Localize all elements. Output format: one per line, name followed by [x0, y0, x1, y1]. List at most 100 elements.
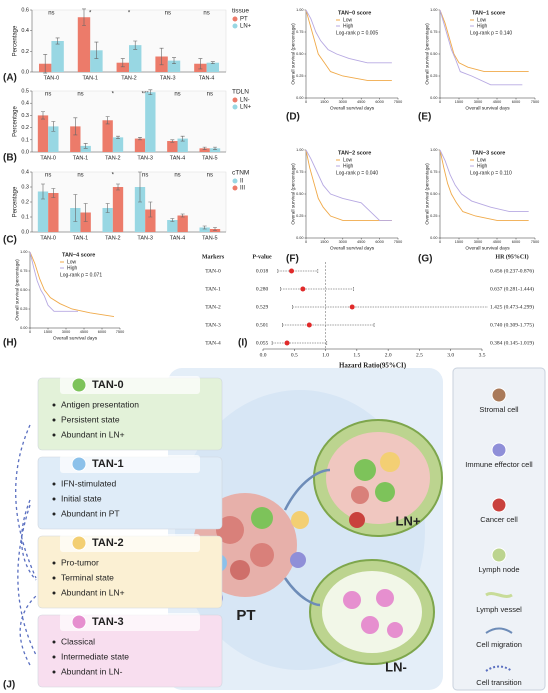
- y-tick-label: 1.00: [430, 148, 437, 152]
- survival-curve: [29, 251, 115, 318]
- significance-label: *: [128, 11, 131, 17]
- site-label: LN+: [396, 513, 421, 528]
- x-tick-label: 3000: [339, 240, 347, 244]
- x-tick-label: 2.0: [385, 352, 392, 358]
- column-header: P-value: [252, 254, 272, 260]
- error-bar: [40, 111, 45, 120]
- state-bullet: IFN-stimulated: [61, 478, 117, 488]
- bar: [70, 126, 81, 152]
- error-bar: [210, 61, 215, 65]
- bar: [167, 141, 178, 152]
- bar: [167, 220, 178, 232]
- x-tick-label: 7500: [531, 240, 539, 244]
- marker-label: TAN-1: [205, 286, 221, 292]
- y-tick-label: 0.00: [430, 236, 437, 240]
- y-axis-label: Overall survival (percentage): [14, 259, 20, 321]
- legend-label: Low: [477, 17, 487, 23]
- error-bar: [202, 146, 207, 150]
- x-tick-label: 3000: [339, 100, 347, 104]
- state-header: [60, 455, 200, 473]
- bar: [167, 60, 181, 72]
- survival-curve: [305, 149, 392, 221]
- transition-arrow: [21, 499, 37, 581]
- x-axis-label: Overall survival days: [53, 335, 98, 341]
- x-tick-label: 4500: [80, 330, 88, 334]
- significance-label: ns: [77, 92, 83, 98]
- panel-label: (D): [286, 112, 300, 123]
- state-bullet: Intermediate state: [61, 651, 129, 661]
- error-bar: [40, 183, 45, 200]
- migration-arrow: [283, 468, 331, 511]
- x-tick-label: 4500: [357, 240, 365, 244]
- survival-curve: [439, 9, 529, 73]
- migration-arrow: [283, 577, 321, 607]
- state-bullet: Terminal state: [61, 572, 114, 582]
- legend-label: Lymph node: [478, 565, 519, 574]
- x-tick-label: 0: [439, 240, 441, 244]
- error-bar: [105, 116, 110, 125]
- x-tick-label: 2.5: [416, 352, 423, 358]
- x-tick-label: TAN-2: [121, 75, 136, 81]
- legend-icon: [491, 442, 507, 458]
- x-tick-label: 4500: [357, 100, 365, 104]
- x-tick-label: 7500: [394, 240, 402, 244]
- panel-label: (B): [3, 153, 17, 164]
- significance-label: ns: [77, 173, 83, 179]
- bar: [48, 126, 59, 152]
- bar: [112, 187, 124, 232]
- x-tick-label: 1500: [44, 330, 52, 334]
- legend-label: II: [240, 179, 244, 185]
- state-bullet: Abundant in LN+: [61, 587, 125, 597]
- panel-label: (J): [3, 680, 15, 691]
- confidence-interval: [280, 287, 354, 291]
- significance-label: ns: [142, 173, 148, 179]
- state-header: [60, 376, 200, 394]
- legend-label: Low: [343, 17, 353, 23]
- y-axis-label: Overall survival (percentage): [424, 163, 430, 225]
- panel-label: (I): [238, 338, 247, 349]
- error-bar: [170, 218, 175, 222]
- bar: [134, 138, 146, 152]
- x-axis-label: Overall survival days: [330, 245, 375, 251]
- chart-title: TAN−3 score: [472, 150, 505, 156]
- transition-arrow: [17, 504, 37, 656]
- bar: [80, 145, 91, 152]
- state-icon: [71, 535, 87, 551]
- legend-label: High: [343, 23, 354, 29]
- significance-label: ns: [174, 92, 180, 98]
- y-tick-label: 0.4: [21, 28, 29, 34]
- site-label: PT: [236, 607, 255, 624]
- x-tick-label: 0.5: [291, 352, 298, 358]
- bar: [77, 17, 91, 72]
- y-tick-label: 0.25: [20, 307, 27, 311]
- y-tick-label: 0.75: [430, 170, 437, 174]
- hazard-ratio-point: [289, 268, 295, 274]
- bar: [102, 120, 113, 152]
- error-bar: [116, 135, 121, 139]
- y-tick-label: 0.1: [21, 214, 29, 220]
- legend-label: Low: [67, 259, 77, 265]
- significance-label: ns: [207, 92, 213, 98]
- x-tick-label: 0: [305, 100, 307, 104]
- legend-swatch: [232, 16, 238, 22]
- y-axis-label: Overall survival (percentage): [424, 23, 430, 85]
- y-tick-label: 1.00: [430, 8, 437, 12]
- error-bar: [81, 8, 86, 26]
- bullet: [52, 576, 56, 580]
- x-tick-label: TAN-5: [202, 155, 217, 161]
- error-bar: [51, 121, 56, 132]
- chart-title: TAN−4 score: [62, 252, 95, 258]
- state-title: TAN-3: [92, 616, 124, 628]
- survival-curve: [305, 149, 392, 221]
- y-tick-label: 0.00: [20, 326, 27, 330]
- legend-title: TDLN: [232, 89, 249, 96]
- legend-icon: [491, 387, 507, 403]
- x-tick-label: 1500: [320, 100, 328, 104]
- transition-arrow: [19, 595, 37, 666]
- y-tick-label: 0.75: [430, 30, 437, 34]
- y-tick-label: 0.2: [21, 49, 29, 55]
- x-tick-label: 1500: [455, 240, 463, 244]
- error-bar: [83, 143, 88, 149]
- x-tick-label: TAN-4: [170, 235, 185, 241]
- x-tick-label: TAN-4: [170, 155, 185, 161]
